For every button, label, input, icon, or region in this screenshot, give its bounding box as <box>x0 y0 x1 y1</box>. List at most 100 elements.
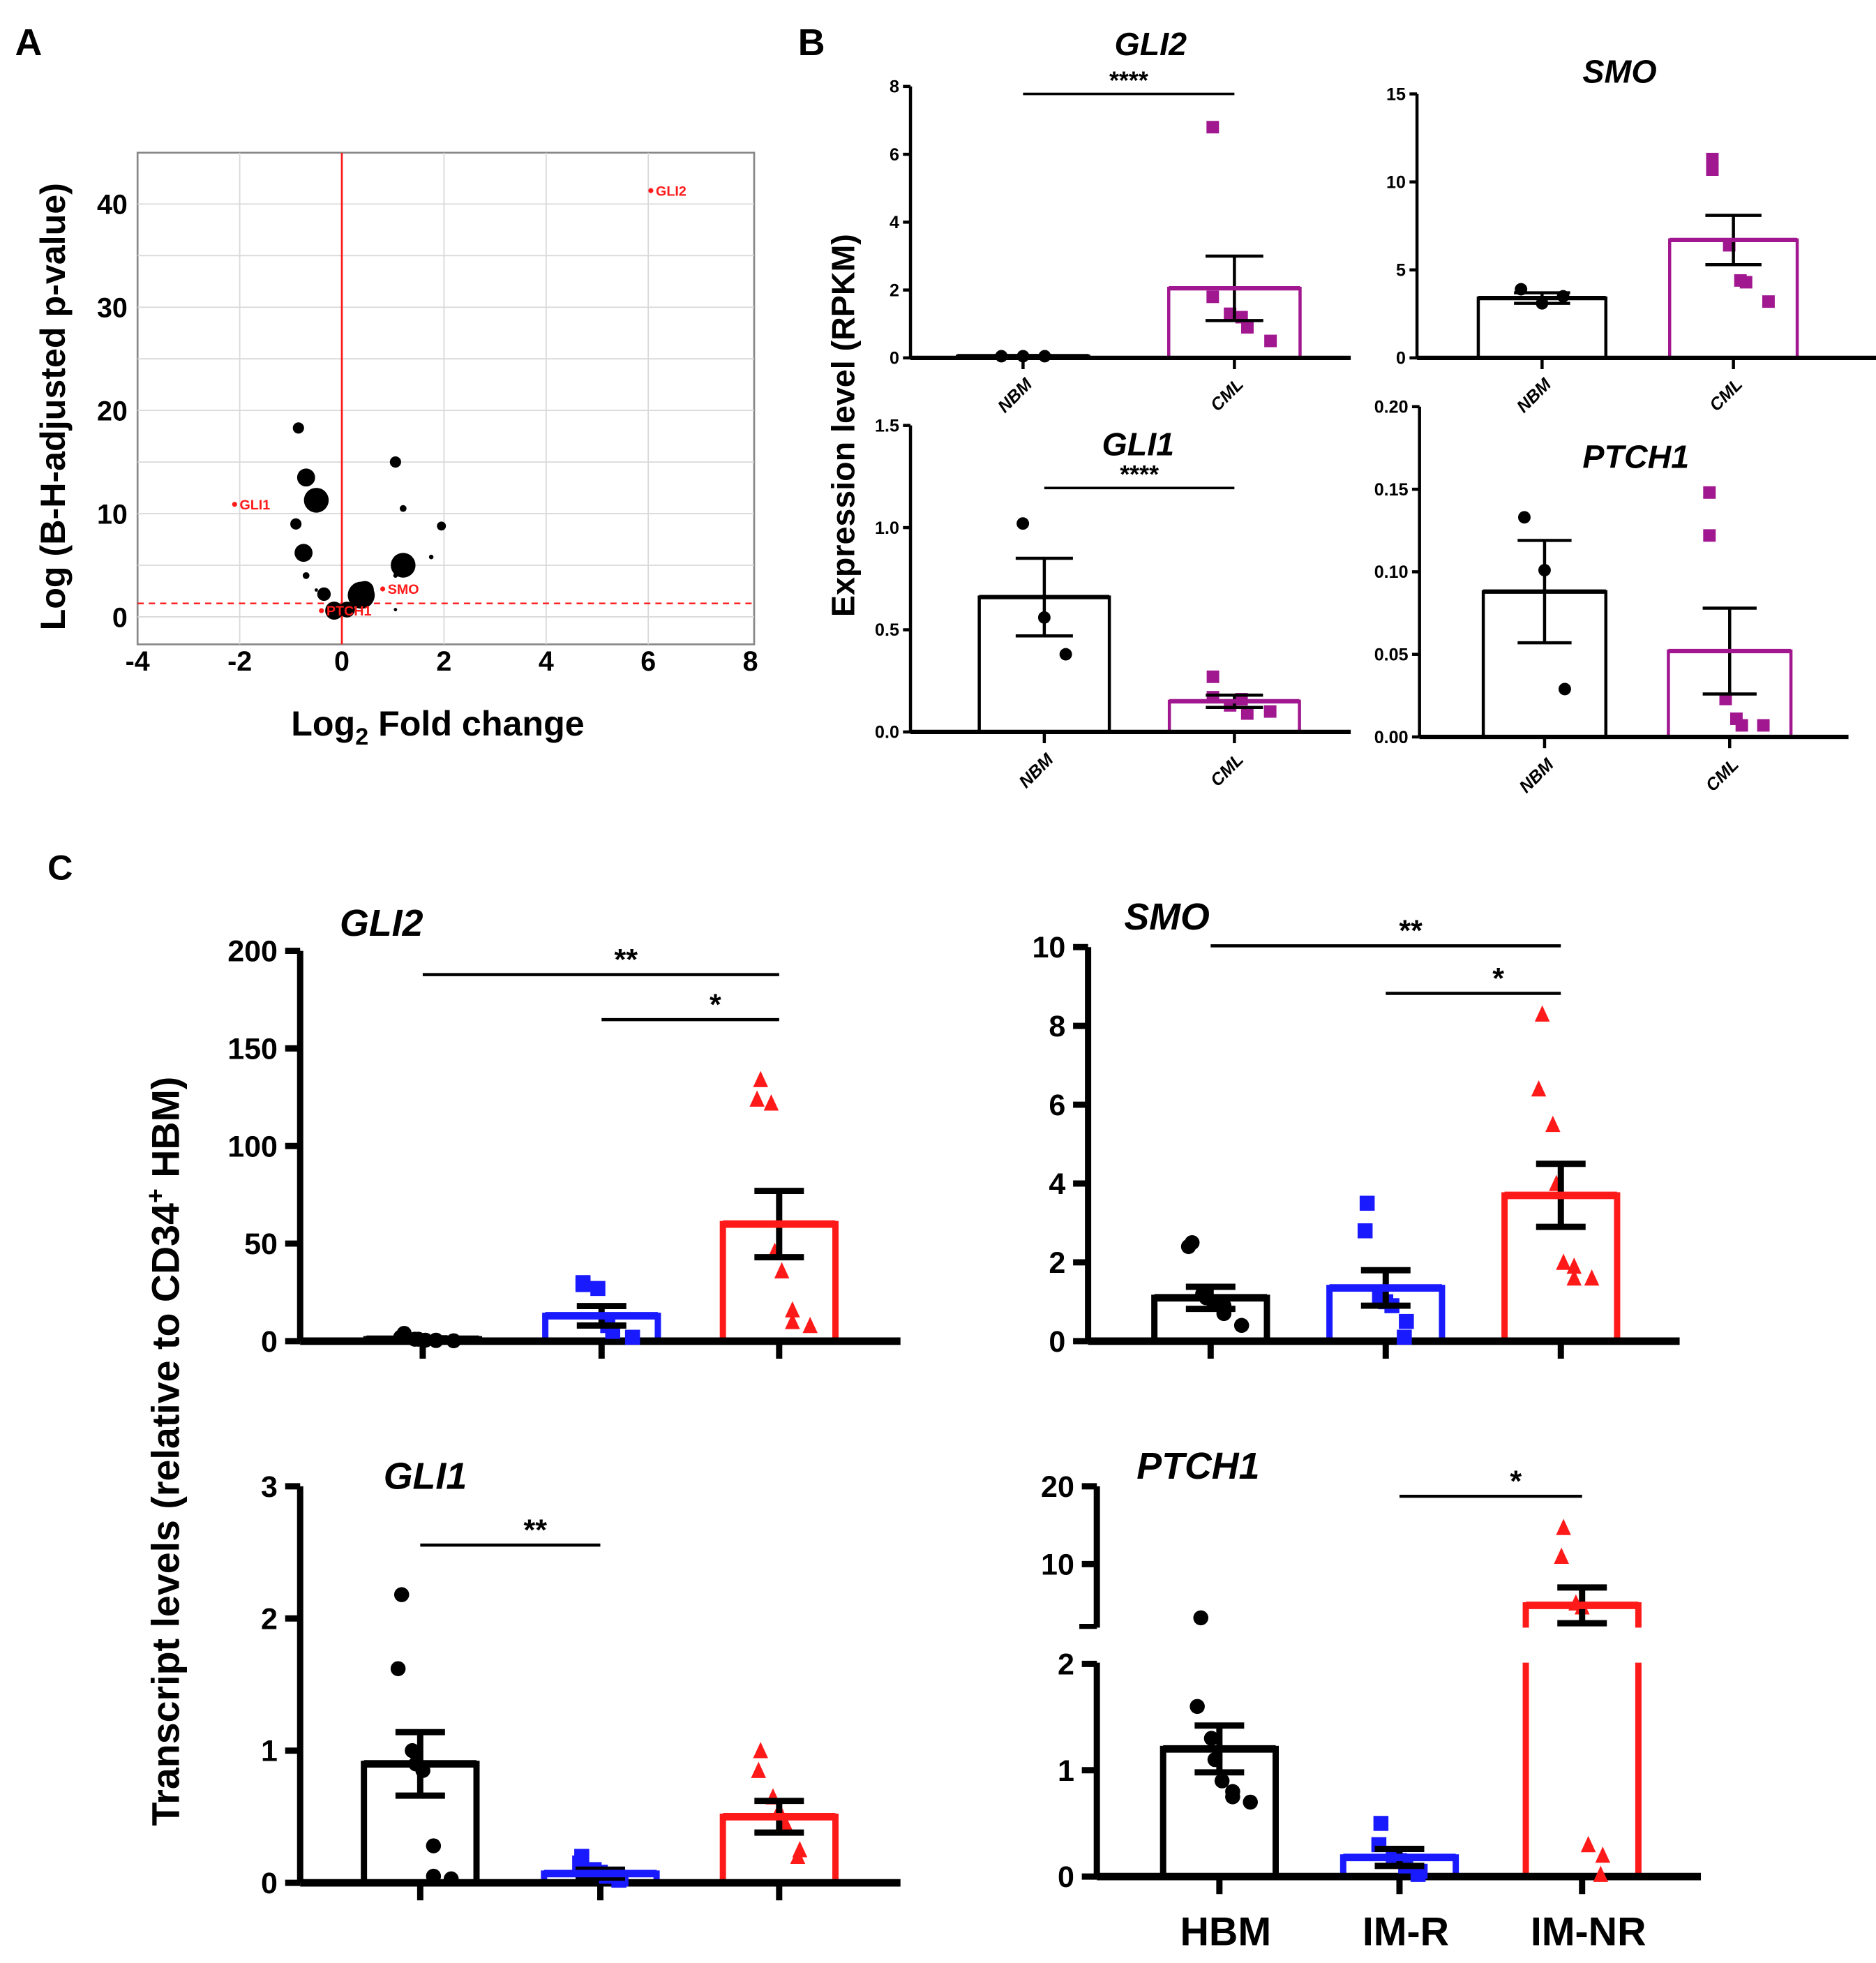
data-point-square <box>1703 529 1716 542</box>
y-tick-label: 6 <box>890 145 899 165</box>
data-point-circle <box>405 1742 420 1759</box>
category-label: NBM <box>1015 749 1058 792</box>
data-point-circle <box>443 1871 459 1887</box>
y-tick-label: 20 <box>1041 1470 1074 1504</box>
data-point <box>389 456 401 468</box>
data-point-triangle <box>753 1742 768 1759</box>
y-tick-label: 1 <box>261 1735 278 1768</box>
data-point-circle <box>390 1661 406 1677</box>
bar-chart-b-gli2: GLI2 0 2 4 6 8 NBM CML **** <box>890 26 1351 417</box>
y-tick-label: 0 <box>1396 349 1406 368</box>
xlabel-rest: Fold change <box>368 704 585 743</box>
y-tick-label: 10 <box>97 499 128 530</box>
y-tick-label: 15 <box>1386 84 1406 104</box>
y-tick-label: 8 <box>1049 1010 1065 1043</box>
gene-label: GLI2 <box>656 184 686 199</box>
volcano-y-axis-label: Log (B-H-adjusted p-value) <box>33 183 73 630</box>
y-tick-label: 1.5 <box>875 416 899 435</box>
category-label: NBM <box>1515 754 1558 797</box>
category-label: CML <box>1207 750 1247 791</box>
highlighted-gene-point <box>232 502 237 507</box>
xlabel-subscript: 2 <box>355 724 368 750</box>
highlighted-gene-point <box>380 586 386 592</box>
data-point <box>356 581 374 599</box>
data-point-square <box>1357 1223 1373 1239</box>
y-tick-label: 0.0 <box>875 723 899 742</box>
data-point-square <box>1410 1867 1426 1882</box>
y-tick-label: 200 <box>227 935 278 969</box>
chart-title: GLI2 <box>340 902 423 944</box>
data-point-circle <box>1214 1773 1230 1789</box>
chart-title: GLI2 <box>1114 26 1187 62</box>
ylabel-superscript: + <box>142 1188 170 1203</box>
y-tick-label: 6 <box>1049 1089 1065 1122</box>
gene-label: PTCH1 <box>327 604 372 619</box>
bar-chart-b-gli1: GLI1 0.0 0.5 1.0 1.5 NBM CML **** <box>875 416 1351 792</box>
y-tick-label: 2 <box>261 1602 278 1636</box>
category-label: IM-NR <box>1531 1910 1646 1955</box>
data-point-square <box>1703 486 1716 499</box>
ylabel-rest: HBM) <box>144 1077 187 1188</box>
volcano-plot: -4 -2 0 2 4 6 8 0 10 20 30 40 GLI2 GLI1 SMO PTCH1 <box>97 151 758 677</box>
axis-break <box>1093 1627 1697 1663</box>
data-point-triangle <box>1531 1080 1547 1097</box>
data-point-square <box>1206 670 1220 683</box>
data-point-square <box>1373 1816 1389 1831</box>
category-label: NBM <box>994 374 1037 417</box>
data-point <box>317 587 331 602</box>
y-tick-label: 10 <box>1386 172 1406 192</box>
significance-label: **** <box>1120 461 1159 488</box>
data-point-triangle <box>1534 1005 1550 1022</box>
significance-label: * <box>710 988 721 1022</box>
x-tick-label: 2 <box>436 646 451 677</box>
category-label: IM-R <box>1363 1910 1449 1955</box>
data-point-circle <box>1243 1794 1258 1810</box>
chart-title: SMO <box>1582 53 1656 89</box>
y-tick-label: 40 <box>97 190 128 221</box>
data-point-triangle <box>749 1090 765 1107</box>
data-point-square <box>1762 295 1775 308</box>
data-point <box>297 468 315 487</box>
data-point-circle <box>1059 648 1072 661</box>
y-tick-label: 0.5 <box>875 620 899 640</box>
data-point-circle <box>1180 1239 1196 1255</box>
data-point-square <box>1206 121 1220 134</box>
bar-chart-c-ptch1: PTCH1 0 1 2 10 20 HBM IM-R IM-NR * <box>1041 1445 1702 1955</box>
xlabel-main: Log <box>291 704 355 743</box>
data-point <box>302 572 310 579</box>
y-tick-label: 0.00 <box>1374 728 1409 747</box>
significance-label: * <box>1492 962 1504 995</box>
data-point-circle <box>1203 1731 1220 1746</box>
y-tick-label: 50 <box>244 1227 278 1261</box>
y-tick-label: 0 <box>1058 1860 1074 1894</box>
y-tick-label: 2 <box>1058 1648 1074 1681</box>
panel-label-b: B <box>798 22 825 64</box>
data-point <box>393 608 398 612</box>
significance-label: ** <box>614 943 638 976</box>
x-tick-label: -2 <box>227 646 252 677</box>
y-tick-label: 10 <box>1041 1548 1074 1581</box>
data-point-triangle <box>785 1313 800 1329</box>
chart-title: GLI1 <box>384 1455 467 1497</box>
data-point-triangle <box>1580 1835 1596 1853</box>
data-point <box>294 544 313 562</box>
y-tick-label: 0 <box>112 602 128 633</box>
data-point-triangle <box>802 1316 818 1334</box>
data-point-circle <box>1190 1699 1205 1715</box>
data-point-circle <box>1233 1318 1250 1334</box>
data-point-square <box>1739 276 1753 289</box>
bar-chart-c-gli1: GLI1 0 1 2 3 ** <box>261 1455 901 1901</box>
data-point-triangle <box>1595 1846 1611 1863</box>
x-tick-label: 8 <box>743 646 758 677</box>
gene-label: SMO <box>388 582 419 597</box>
category-label: NBM <box>1513 374 1556 417</box>
y-tick-label: 1.0 <box>875 518 899 538</box>
plot-frame <box>136 151 756 645</box>
y-tick-label: 4 <box>890 213 899 232</box>
data-point-triangle <box>785 1301 800 1318</box>
data-point-triangle <box>1545 1115 1561 1133</box>
y-tick-label: 5 <box>1396 261 1406 281</box>
data-point-square <box>1241 321 1254 334</box>
significance-label: * <box>1510 1465 1522 1498</box>
